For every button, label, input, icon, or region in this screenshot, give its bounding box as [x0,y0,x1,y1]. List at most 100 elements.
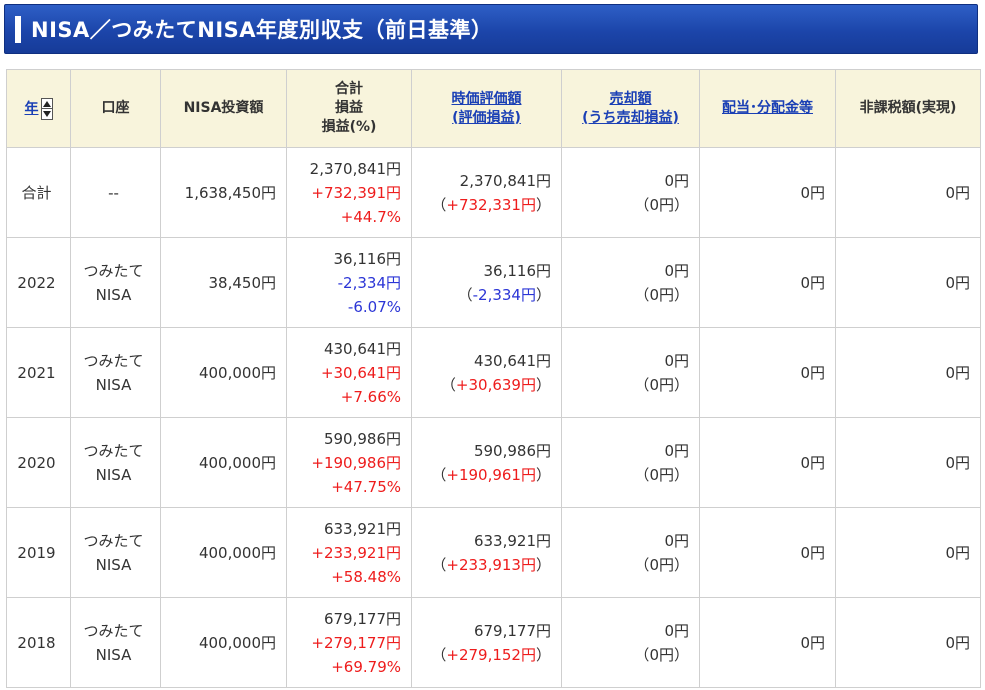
cell-total: 633,921円 +233,921円 +58.48% [286,507,412,598]
total-value: 430,641円 [323,339,401,358]
total-pl: +30,641円 [320,363,401,382]
sort-dividend-link[interactable]: 配当･分配金等 [722,100,813,116]
header-total-line1: 合計 [335,81,363,97]
cell-invest: 38,450円 [160,237,287,328]
cell-taxfree: 0円 [835,417,981,508]
page-title: NISA／つみたてNISA年度別収支（前日基準） [31,18,493,42]
cell-valuation: 36,116円 （-2,334円） [411,237,562,328]
account-line1: -- [108,183,119,202]
cell-sale: 0円 （0円） [561,237,700,328]
sort-valuation-link[interactable]: 時価評価額 [451,90,522,107]
header-total: 合計 損益 損益(%) [286,69,412,148]
cell-dividend: 0円 [699,237,836,328]
sale-pl-amount: 0円 [649,645,674,664]
table-row: 2020 つみたて NISA 400,000円 590,986円 +190,986円 +47… [6,417,981,508]
valuation-pl-amount: +30,639円 [455,375,536,394]
section-title-bar: NISA／つみたてNISA年度別収支（前日基準） [4,4,978,54]
sale-value: 0円 [664,261,689,280]
sale-pl-amount: 0円 [649,285,674,304]
total-pl: +190,986円 [311,453,401,472]
table-row: 2018 つみたて NISA 400,000円 679,177円 +279,177円 +69… [6,597,981,688]
valuation-value: 633,921円 [473,531,551,550]
cell-account: つみたて NISA [70,597,161,688]
sale-pl: （0円） [634,285,689,304]
cell-sale: 0円 （0円） [561,597,700,688]
cell-invest: 400,000円 [160,327,287,418]
cell-year: 2019 [6,507,71,598]
sale-pl: （0円） [634,195,689,214]
nisa-yearly-table: 年 口座 NISA投資額 合計 損益 損益(%) 時価評価額 (評価損益) 売却… [6,69,981,688]
cell-sale: 0円 （0円） [561,507,700,598]
cell-taxfree: 0円 [835,507,981,598]
total-value: 590,986円 [323,429,401,448]
valuation-pl: （+30,639円） [440,375,551,394]
cell-account: つみたて NISA [70,237,161,328]
valuation-pl-amount: -2,334円 [472,285,536,304]
valuation-pl-amount: +190,961円 [446,465,536,484]
sort-sale-link[interactable]: 売却額 [609,90,652,107]
sort-valuation-pl-link[interactable]: (評価損益) [452,109,521,126]
cell-dividend: 0円 [699,507,836,598]
account-line2: NISA [95,375,132,394]
total-pct: +47.75% [331,477,401,496]
valuation-value: 430,641円 [473,351,551,370]
valuation-pl: （-2,334円） [457,285,551,304]
sale-pl-amount: 0円 [649,555,674,574]
cell-account: つみたて NISA [70,507,161,598]
table-row: 2019 つみたて NISA 400,000円 633,921円 +233,921円 +58… [6,507,981,598]
valuation-pl: （+732,331円） [431,195,551,214]
cell-dividend: 0円 [699,417,836,508]
cell-account: -- [70,147,161,238]
cell-account: つみたて NISA [70,327,161,418]
valuation-value: 590,986円 [473,441,551,460]
cell-taxfree: 0円 [835,597,981,688]
total-pl: +233,921円 [311,543,401,562]
sort-sale-pl-link[interactable]: (うち売却損益) [582,109,679,126]
cell-dividend: 0円 [699,597,836,688]
total-value: 633,921円 [323,519,401,538]
table-header-row: 年 口座 NISA投資額 合計 損益 損益(%) 時価評価額 (評価損益) 売却… [6,69,981,148]
sale-value: 0円 [664,351,689,370]
sale-pl-amount: 0円 [649,195,674,214]
valuation-pl-amount: +279,152円 [446,645,536,664]
header-invest: NISA投資額 [160,69,287,148]
table-body: 合計 -- 1,638,450円 2,370,841円 +732,391円 +44.7% 2… [6,147,981,688]
total-pl: +732,391円 [311,183,401,202]
header-year: 年 [6,69,71,148]
sale-value: 0円 [664,531,689,550]
cell-invest: 400,000円 [160,507,287,598]
valuation-pl-amount: +732,331円 [446,195,536,214]
account-line1: つみたて [83,531,144,550]
cell-sale: 0円 （0円） [561,417,700,508]
sale-value: 0円 [664,621,689,640]
total-value: 36,116円 [333,249,402,268]
sale-pl: （0円） [634,645,689,664]
valuation-value: 36,116円 [483,261,552,280]
header-valuation: 時価評価額 (評価損益) [411,69,562,148]
sale-pl: （0円） [634,465,689,484]
cell-dividend: 0円 [699,327,836,418]
total-pct: +58.48% [331,567,401,586]
sort-updown-icon[interactable] [40,97,53,120]
cell-year: 2022 [6,237,71,328]
valuation-pl: （+233,913円） [431,555,551,574]
cell-valuation: 2,370,841円 （+732,331円） [411,147,562,238]
total-value: 679,177円 [323,609,401,628]
total-value: 2,370,841円 [309,159,401,178]
cell-account: つみたて NISA [70,417,161,508]
valuation-value: 2,370,841円 [459,171,551,190]
header-account: 口座 [70,69,161,148]
cell-valuation: 430,641円 （+30,639円） [411,327,562,418]
header-dividend: 配当･分配金等 [699,69,836,148]
total-pct: +7.66% [340,387,401,406]
cell-invest: 1,638,450円 [160,147,287,238]
sale-pl-amount: 0円 [649,465,674,484]
total-pct: +69.79% [331,657,401,676]
account-line1: つみたて [83,261,144,280]
cell-sale: 0円 （0円） [561,327,700,418]
cell-valuation: 590,986円 （+190,961円） [411,417,562,508]
cell-year: 合計 [6,147,71,238]
table-row: 2022 つみたて NISA 38,450円 36,116円 -2,334円 -6.07% 3… [6,237,981,328]
header-total-line3: 損益(%) [321,119,377,135]
sort-year-link[interactable]: 年 [24,100,39,117]
